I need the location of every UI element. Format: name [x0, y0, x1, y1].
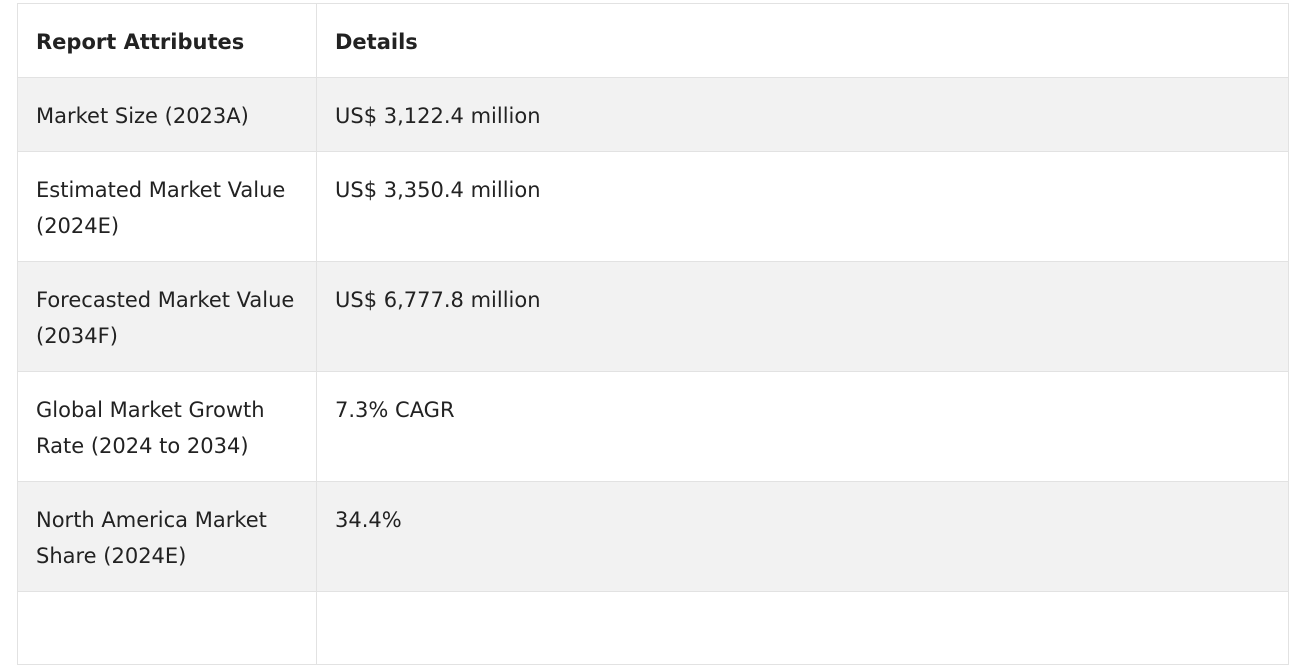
attribute-cell: Estimated Market Value (2024E)	[17, 151, 317, 262]
detail-cell: US$ 6,777.8 million	[316, 261, 1289, 372]
table-row: Estimated Market Value (2024E) US$ 3,350…	[17, 151, 1289, 262]
attribute-cell	[17, 591, 317, 665]
detail-cell	[316, 591, 1289, 665]
detail-cell: 7.3% CAGR	[316, 371, 1289, 482]
table-row: North America Market Share (2024E) 34.4%	[17, 481, 1289, 592]
report-attributes-table: Report Attributes Details Market Size (2…	[17, 3, 1289, 665]
table-row: Global Market Growth Rate (2024 to 2034)…	[17, 371, 1289, 482]
report-attributes-table-wrapper: Report Attributes Details Market Size (2…	[17, 3, 1289, 665]
attribute-cell: Market Size (2023A)	[17, 77, 317, 152]
detail-cell: US$ 3,122.4 million	[316, 77, 1289, 152]
attribute-cell: North America Market Share (2024E)	[17, 481, 317, 592]
attribute-cell: Forecasted Market Value (2034F)	[17, 261, 317, 372]
detail-cell: US$ 3,350.4 million	[316, 151, 1289, 262]
table-header-row: Report Attributes Details	[17, 3, 1289, 78]
header-report-attributes: Report Attributes	[17, 3, 317, 78]
header-details: Details	[316, 3, 1289, 78]
table-row	[17, 591, 1289, 665]
attribute-cell: Global Market Growth Rate (2024 to 2034)	[17, 371, 317, 482]
detail-cell: 34.4%	[316, 481, 1289, 592]
table-row: Market Size (2023A) US$ 3,122.4 million	[17, 77, 1289, 152]
table-row: Forecasted Market Value (2034F) US$ 6,77…	[17, 261, 1289, 372]
